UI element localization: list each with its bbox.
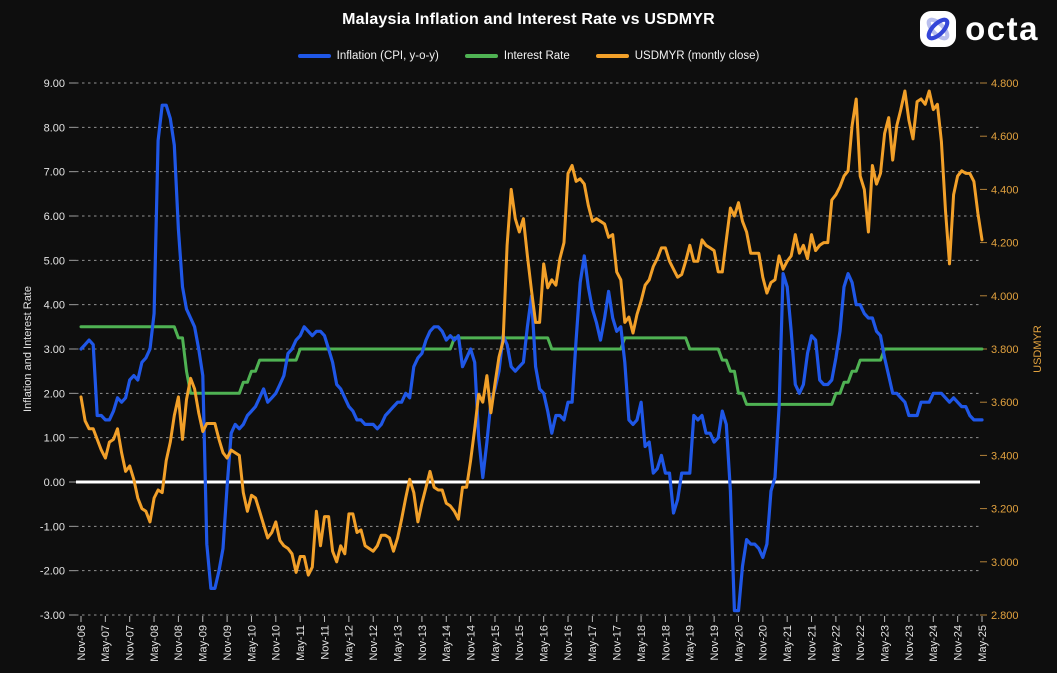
- octa-logo: octa: [919, 10, 1039, 48]
- svg-text:3.600: 3.600: [991, 397, 1019, 409]
- inflation-line-swatch: [297, 54, 331, 58]
- svg-text:6.00: 6.00: [44, 211, 65, 223]
- svg-text:May-25: May-25: [977, 625, 989, 662]
- usdmyr-line: [79, 89, 984, 577]
- svg-text:7.00: 7.00: [44, 167, 65, 179]
- svg-text:0.00: 0.00: [44, 477, 65, 489]
- octa-logo-text: octa: [965, 10, 1039, 47]
- svg-text:Nov-24: Nov-24: [952, 625, 964, 660]
- svg-text:2.800: 2.800: [991, 610, 1019, 622]
- svg-text:8.00: 8.00: [44, 122, 65, 134]
- svg-text:May-23: May-23: [879, 625, 891, 662]
- interest-rate-line-swatch: [464, 54, 498, 58]
- svg-text:Nov-23: Nov-23: [904, 625, 916, 660]
- svg-text:1.00: 1.00: [44, 433, 65, 445]
- chart-title: Malaysia Inflation and Interest Rate vs …: [342, 11, 715, 28]
- svg-text:Nov-20: Nov-20: [758, 625, 770, 660]
- svg-text:May-12: May-12: [344, 625, 356, 662]
- inflation-line: [79, 103, 984, 613]
- svg-text:4.800: 4.800: [991, 78, 1019, 90]
- svg-text:-3.00: -3.00: [40, 610, 65, 622]
- svg-text:3.400: 3.400: [991, 450, 1019, 462]
- interest-rate-line: [79, 325, 984, 406]
- right-axis-title: USDMYR: [1032, 325, 1044, 373]
- svg-text:Nov-07: Nov-07: [125, 625, 137, 660]
- legend-label-usdmyr: USDMYR (montly close): [634, 50, 760, 62]
- svg-text:4.600: 4.600: [991, 131, 1019, 143]
- svg-text:May-19: May-19: [685, 625, 697, 662]
- svg-text:Nov-09: Nov-09: [222, 625, 234, 660]
- octa-logo-icon: [920, 11, 957, 47]
- left-axis-labels: 9.00 8.00 7.00 6.00 5.00 4.00 3.00 2.00 1.00 0.00…: [40, 78, 65, 622]
- svg-text:5.00: 5.00: [44, 255, 65, 267]
- svg-text:Nov-12: Nov-12: [368, 625, 380, 660]
- svg-text:4.00: 4.00: [44, 300, 65, 312]
- right-axis-labels: 4.800 4.600 4.400 4.200 4.000 3.800 3.600 3.400…: [991, 78, 1019, 622]
- svg-text:4.200: 4.200: [991, 238, 1019, 250]
- svg-text:9.00: 9.00: [44, 78, 65, 90]
- svg-text:-1.00: -1.00: [40, 521, 65, 533]
- svg-text:May-11: May-11: [295, 625, 307, 661]
- left-axis-ticks: [69, 82, 76, 616]
- svg-text:May-24: May-24: [928, 625, 940, 662]
- usdmyr-line-swatch: [595, 54, 629, 58]
- svg-text:Nov-11: Nov-11: [319, 625, 331, 660]
- svg-text:May-22: May-22: [831, 625, 843, 662]
- legend-item-inflation: Inflation (CPI, y-o-y): [297, 50, 439, 62]
- svg-text:3.000: 3.000: [991, 557, 1019, 569]
- svg-text:3.200: 3.200: [991, 504, 1019, 516]
- svg-text:Nov-21: Nov-21: [806, 625, 818, 660]
- y-gridlines: [76, 82, 980, 616]
- svg-text:2.00: 2.00: [44, 388, 65, 400]
- svg-text:May-16: May-16: [539, 625, 551, 662]
- svg-text:Nov-17: Nov-17: [612, 625, 624, 660]
- svg-text:3.00: 3.00: [44, 344, 65, 356]
- left-axis-title: Inflation and Interest Rate: [22, 286, 34, 412]
- svg-text:Nov-19: Nov-19: [709, 625, 721, 660]
- svg-text:May-07: May-07: [100, 625, 112, 662]
- svg-text:May-18: May-18: [636, 625, 648, 662]
- svg-text:Nov-16: Nov-16: [563, 625, 575, 660]
- svg-text:Nov-14: Nov-14: [465, 625, 477, 660]
- right-axis-ticks: [980, 82, 987, 616]
- svg-text:Nov-18: Nov-18: [660, 625, 672, 660]
- svg-text:Nov-13: Nov-13: [417, 625, 429, 660]
- svg-text:May-09: May-09: [198, 625, 210, 662]
- svg-text:Nov-10: Nov-10: [271, 625, 283, 660]
- svg-text:May-08: May-08: [149, 625, 161, 662]
- legend-label-interest-rate: Interest Rate: [503, 50, 570, 62]
- svg-text:4.400: 4.400: [991, 184, 1019, 196]
- svg-text:May-20: May-20: [733, 625, 745, 662]
- svg-text:May-13: May-13: [392, 625, 404, 662]
- svg-text:May-15: May-15: [490, 625, 502, 662]
- svg-text:May-17: May-17: [587, 625, 599, 662]
- svg-text:Nov-06: Nov-06: [76, 625, 88, 660]
- svg-text:May-14: May-14: [441, 625, 453, 662]
- svg-text:-2.00: -2.00: [40, 566, 65, 578]
- svg-text:Nov-08: Nov-08: [173, 625, 185, 660]
- axis-titles: Inflation and Interest Rate USDMYR: [22, 286, 1044, 412]
- legend-item-interest-rate: Interest Rate: [464, 50, 570, 62]
- x-axis-ticks: [80, 616, 983, 622]
- svg-text:3.800: 3.800: [991, 344, 1019, 356]
- legend-item-usdmyr: USDMYR (montly close): [595, 50, 760, 62]
- x-axis-labels: Nov-06 May-07 Nov-07 May-08 Nov-08 May-09 Nov-…: [76, 625, 989, 662]
- legend: Inflation (CPI, y-o-y) Interest Rate USD…: [0, 48, 1057, 64]
- svg-text:Nov-15: Nov-15: [514, 625, 526, 660]
- svg-text:4.000: 4.000: [991, 291, 1019, 303]
- svg-text:Nov-22: Nov-22: [855, 625, 867, 660]
- svg-text:May-10: May-10: [246, 625, 258, 662]
- legend-label-inflation: Inflation (CPI, y-o-y): [336, 50, 439, 62]
- series-lines: [79, 89, 984, 613]
- svg-text:May-21: May-21: [782, 625, 794, 662]
